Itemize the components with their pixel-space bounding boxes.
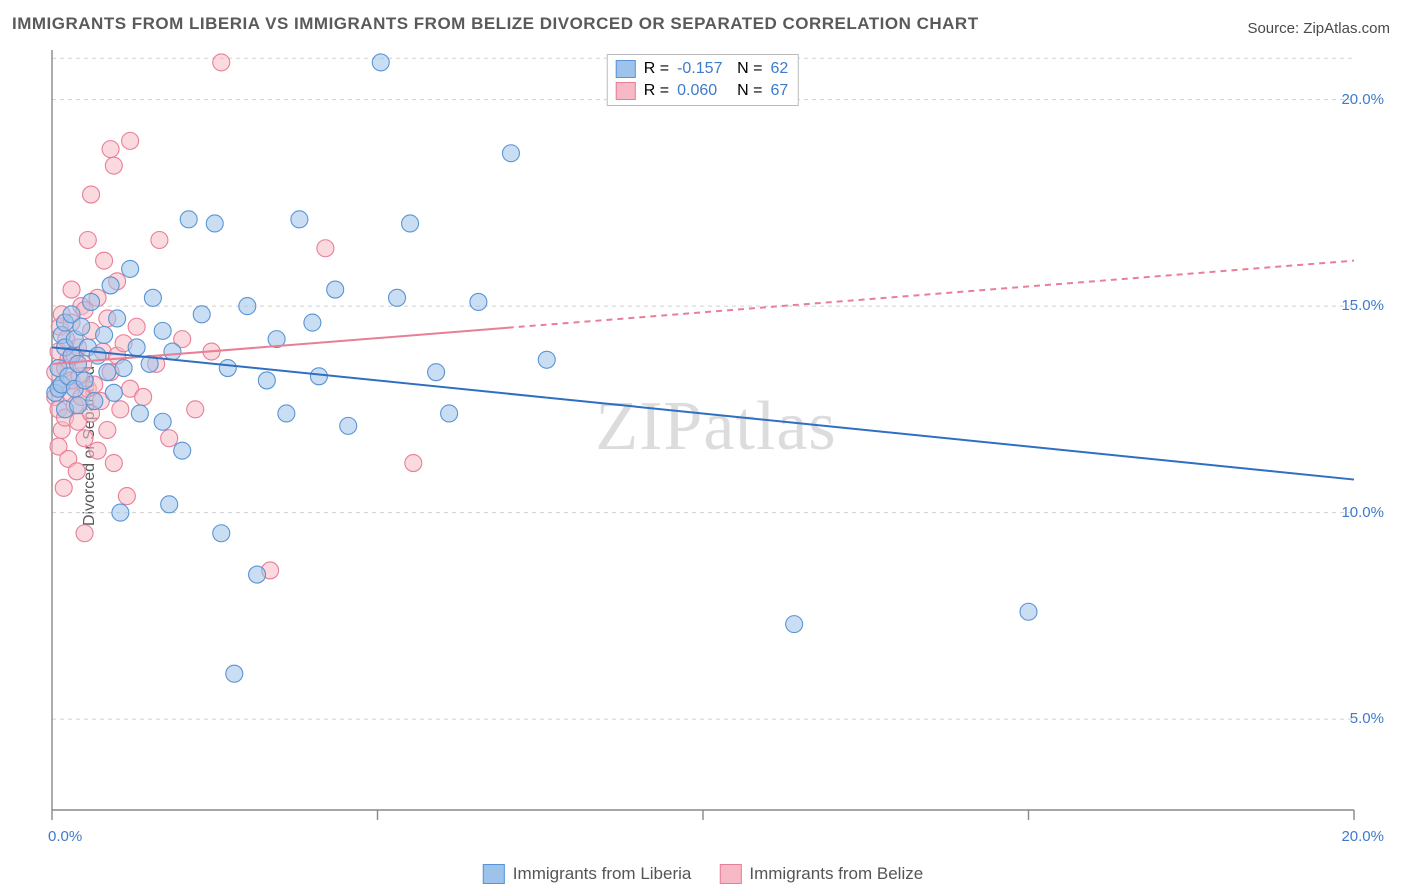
legend-label-belize: Immigrants from Belize xyxy=(749,864,923,884)
x-tick-label: 20.0% xyxy=(1341,828,1384,845)
y-tick-label: 20.0% xyxy=(1341,91,1384,108)
n-value-liberia: 62 xyxy=(770,58,788,80)
scatter-svg xyxy=(46,50,1386,820)
n-label: N = xyxy=(737,80,762,102)
stats-row-liberia: R = -0.157 N = 62 xyxy=(616,58,788,80)
legend-item-liberia: Immigrants from Liberia xyxy=(483,864,692,884)
chart-title: IMMIGRANTS FROM LIBERIA VS IMMIGRANTS FR… xyxy=(12,14,979,34)
chart-plot-area: ZIPatlas 5.0%10.0%15.0%20.0%0.0%20.0% xyxy=(46,50,1386,820)
source-label: Source: ZipAtlas.com xyxy=(1247,20,1390,37)
swatch-belize-icon xyxy=(719,864,741,884)
stats-legend: R = -0.157 N = 62 R = 0.060 N = 67 xyxy=(607,54,799,106)
n-label: N = xyxy=(737,58,762,80)
legend-label-liberia: Immigrants from Liberia xyxy=(513,864,692,884)
x-tick-label: 0.0% xyxy=(48,828,82,845)
swatch-liberia-icon xyxy=(483,864,505,884)
r-value-belize: 0.060 xyxy=(677,80,729,102)
swatch-belize-icon xyxy=(616,82,636,100)
r-label: R = xyxy=(644,58,669,80)
y-tick-label: 10.0% xyxy=(1341,504,1384,521)
y-tick-label: 5.0% xyxy=(1350,710,1384,727)
swatch-liberia-icon xyxy=(616,60,636,78)
n-value-belize: 67 xyxy=(770,80,788,102)
stats-row-belize: R = 0.060 N = 67 xyxy=(616,80,788,102)
legend-item-belize: Immigrants from Belize xyxy=(719,864,923,884)
r-value-liberia: -0.157 xyxy=(677,58,729,80)
r-label: R = xyxy=(644,80,669,102)
y-tick-label: 15.0% xyxy=(1341,297,1384,314)
series-legend: Immigrants from Liberia Immigrants from … xyxy=(483,864,923,884)
